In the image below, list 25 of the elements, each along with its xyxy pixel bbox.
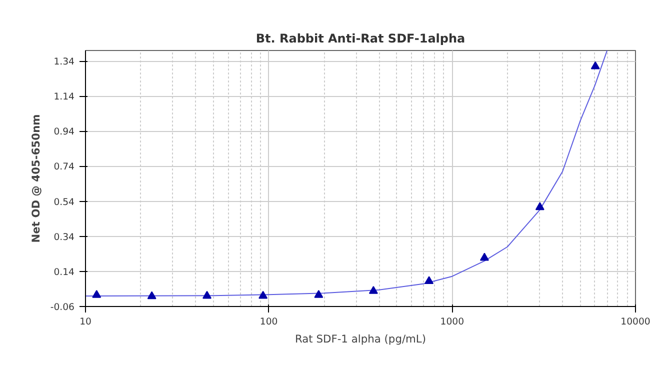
x-tick-label: 1000 (440, 316, 464, 328)
y-tick-label: 1.34 (54, 56, 75, 68)
point (535, 202, 544, 210)
point (258, 290, 268, 299)
x-tick-label: 10 (80, 316, 92, 328)
point (368, 286, 378, 294)
chart-title: Bt. Rabbit Anti-Rat SDF-1alpha (256, 32, 466, 46)
point (424, 276, 434, 284)
y-tick-label: 0.54 (54, 196, 75, 208)
y-tick-label: 0.14 (54, 266, 75, 278)
x-axis-title: Rat SDF-1 alpha (pg/mL) (294, 332, 426, 346)
point (147, 291, 156, 300)
y-tick-label: 0.94 (54, 126, 75, 138)
y-tick-label: 1.14 (54, 92, 75, 103)
y-tick-label: 0.34 (54, 232, 75, 243)
x-tick-label: 100 (260, 316, 278, 328)
y-tick-label: 0.74 (54, 162, 75, 173)
point (202, 290, 212, 299)
point (590, 61, 600, 70)
point (92, 290, 102, 298)
point (480, 252, 489, 261)
x-tick-label: 10000 (620, 316, 650, 328)
y-tick-label: -0.06 (50, 302, 75, 313)
y-axis-title: Net OD @ 405-650nm (29, 114, 42, 243)
point (314, 290, 324, 298)
